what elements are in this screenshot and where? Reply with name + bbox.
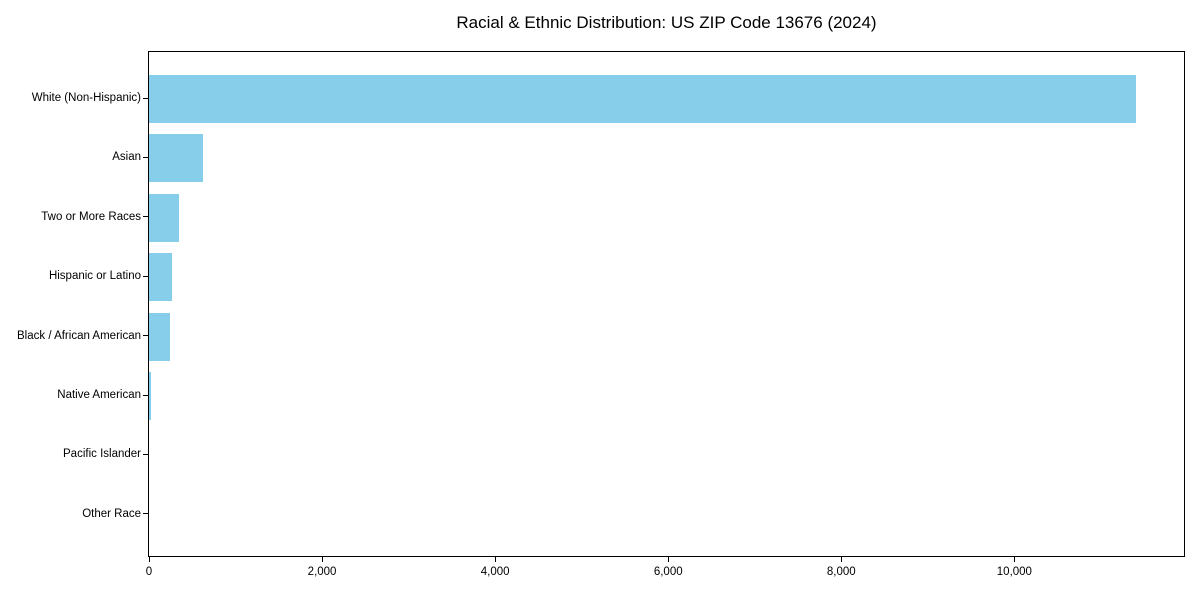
y-tick-label: Pacific Islander <box>63 448 141 461</box>
bar-black-african-american <box>149 312 170 361</box>
y-tick-label: Hispanic or Latino <box>48 270 141 283</box>
y-tick-label: White (Non-Hispanic) <box>31 92 141 104</box>
x-tick-label: 0 <box>145 566 153 578</box>
x-tick-mark <box>321 557 323 562</box>
y-tick-label: Other Race <box>82 507 141 520</box>
x-tick-label: 2,000 <box>307 566 337 578</box>
y-tick-mark <box>143 97 148 99</box>
x-tick-label: 4,000 <box>480 566 510 578</box>
y-tick-mark <box>143 335 148 337</box>
x-tick-mark <box>148 557 150 562</box>
bar-two-or-more-races <box>149 193 180 242</box>
x-tick-mark <box>667 557 669 562</box>
x-tick-label: 10,000 <box>996 566 1032 578</box>
y-tick-mark <box>143 275 148 277</box>
bar-white-non-hispanic <box>149 75 1136 123</box>
y-tick-label: Black / African American <box>17 329 141 342</box>
chart-title: Racial & Ethnic Distribution: US ZIP Cod… <box>456 13 877 32</box>
y-tick-mark <box>143 156 148 158</box>
y-tick-label: Native American <box>57 389 141 401</box>
y-tick-mark <box>143 453 148 455</box>
y-tick-label: Two or More Races <box>41 210 141 223</box>
x-tick-label: 6,000 <box>653 566 683 578</box>
x-tick-mark <box>840 557 842 562</box>
y-tick-mark <box>143 216 148 218</box>
bar-native-american <box>149 372 151 420</box>
bar-hispanic-or-latino <box>149 253 172 302</box>
bar-asian <box>149 134 203 183</box>
x-tick-label: 8,000 <box>826 566 856 578</box>
x-tick-mark <box>494 557 496 562</box>
x-tick-mark <box>1013 557 1015 562</box>
y-tick-label: Asian <box>112 151 141 164</box>
y-tick-mark <box>143 394 148 396</box>
y-tick-mark <box>143 513 148 515</box>
plot-area <box>148 51 1185 557</box>
